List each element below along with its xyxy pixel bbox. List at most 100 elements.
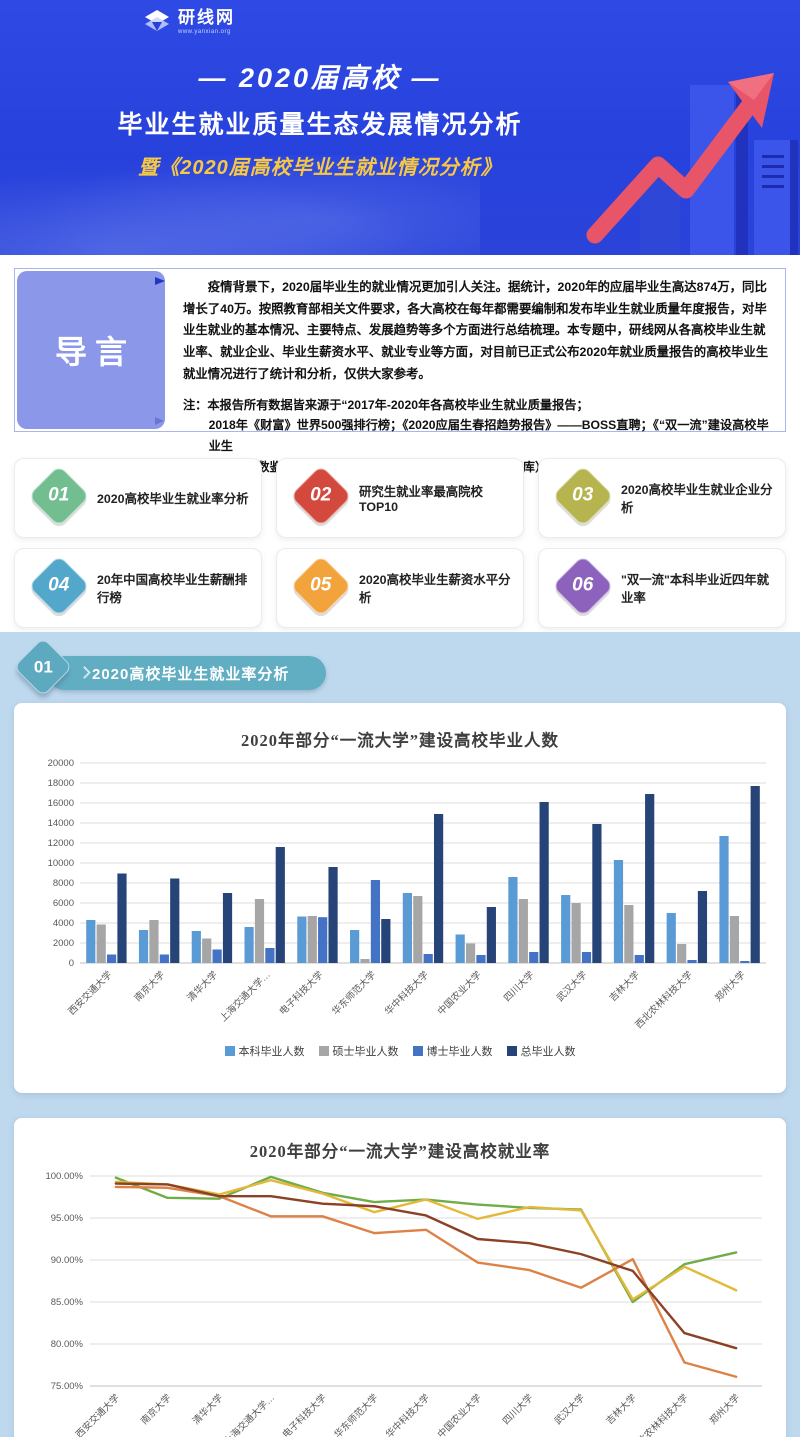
section-title-pill: 2020高校毕业生就业率分析 bbox=[48, 656, 326, 690]
bar-segment bbox=[634, 955, 644, 963]
x-axis-label: 西北农林科技大学 bbox=[633, 969, 695, 1031]
bar-segment bbox=[138, 930, 149, 963]
legend-swatch-icon bbox=[412, 1046, 423, 1056]
intro-section: 导言 疫情背景下，2020届毕业生的就业情况更加引人关注。据统计，2020年的应… bbox=[14, 268, 786, 474]
topic-label: 研究生就业率最高院校TOP10 bbox=[359, 485, 483, 514]
topic-label: 2020高校毕业生就业率分析 bbox=[97, 492, 249, 506]
hero-title-line3: 暨《2020届高校毕业生就业情况分析》 bbox=[138, 157, 502, 179]
hero-banner: 研线网 www.yanxian.org — 2020届高校 — 毕业生就业质量生… bbox=[0, 0, 800, 255]
legend-label: 本科毕业人数 bbox=[238, 1046, 305, 1058]
y-axis-tick-label: 95.00% bbox=[51, 1213, 84, 1224]
intro-note-line2: 2018年《财富》世界500强排行榜；《2020应届生春招趋势报告》——BOSS… bbox=[208, 418, 769, 453]
bar-segment bbox=[697, 891, 708, 963]
bar-segment bbox=[202, 938, 212, 963]
topic-card-04: 04 20年中国高校毕业生薪酬排行榜 bbox=[14, 548, 262, 628]
legend-swatch-icon bbox=[318, 1046, 329, 1056]
employment-rate-line-chart-card: 2020年部分“一流大学”建设高校就业率 75.00% 80.00% 85.00% 9… bbox=[14, 1118, 786, 1437]
topic-diamond-badge: 04 bbox=[27, 554, 91, 618]
topic-label: 20年中国高校毕业生薪酬排行榜 bbox=[97, 573, 248, 605]
x-axis-label: 清华大学 bbox=[185, 969, 220, 1004]
bar-segment bbox=[529, 952, 539, 963]
x-axis-label: 郑州大学 bbox=[712, 969, 747, 1004]
legend-item: 硕士毕业人数 bbox=[318, 1043, 399, 1059]
intro-ribbon: 导言 bbox=[17, 271, 165, 429]
bar-segment bbox=[360, 959, 370, 963]
bar-segment bbox=[297, 916, 307, 963]
y-axis-tick-label: 10000 bbox=[48, 858, 74, 869]
bar-segment bbox=[402, 893, 412, 963]
bar-segment bbox=[328, 867, 338, 963]
intro-label: 导言 bbox=[54, 334, 135, 370]
x-axis-label: 电子科技大学 bbox=[280, 1392, 329, 1437]
topic-card-06: 06 "双一流"本科毕业近四年就业率 bbox=[538, 548, 786, 628]
topic-label: 2020高校毕业生薪资水平分析 bbox=[359, 573, 511, 605]
x-axis-label: 中国农业大学 bbox=[435, 1392, 484, 1437]
topic-diamond-badge: 03 bbox=[551, 464, 615, 528]
bar-segment bbox=[740, 961, 750, 963]
x-axis-label: 华东师范大学 bbox=[330, 969, 379, 1018]
brand-logo: 研线网 www.yanxian.org bbox=[142, 8, 235, 36]
bar-segment bbox=[539, 802, 549, 963]
bar-segment bbox=[581, 952, 592, 963]
bar-segment bbox=[508, 877, 518, 963]
bar-segment bbox=[117, 873, 127, 963]
y-axis-tick-label: 90.00% bbox=[51, 1255, 84, 1266]
bar-segment bbox=[413, 896, 423, 963]
bar-segment bbox=[149, 920, 159, 963]
y-axis-tick-label: 6000 bbox=[53, 898, 74, 909]
bar-segment bbox=[275, 847, 285, 963]
bar-segment bbox=[645, 794, 655, 963]
x-axis-label: 武汉大学 bbox=[552, 1392, 587, 1427]
hero-titles: — 2020届高校 — 毕业生就业质量生态发展情况分析 暨《2020届高校毕业生… bbox=[0, 56, 640, 180]
bar-segment bbox=[571, 903, 581, 963]
hero-title-line1: — 2020届高校 — bbox=[198, 63, 442, 93]
y-axis-tick-label: 4000 bbox=[53, 918, 74, 929]
topic-card-grid: 01 2020高校毕业生就业率分析 02 研究生就业率最高院校TOP10 03 … bbox=[14, 458, 786, 628]
bar-segment bbox=[666, 913, 676, 963]
bar-segment bbox=[86, 920, 96, 963]
bar-chart-legend: 本科毕业人数 硕士毕业人数 博士毕业人数 总毕业人数 bbox=[224, 1043, 576, 1059]
y-axis-tick-label: 0 bbox=[69, 958, 74, 969]
bar-segment bbox=[307, 916, 317, 963]
bar-segment bbox=[244, 927, 254, 963]
x-axis-label: 华中科技大学 bbox=[383, 1392, 432, 1437]
bar-segment bbox=[191, 931, 201, 963]
topic-number: 01 bbox=[48, 484, 70, 506]
x-axis-label: 西安交通大学 bbox=[66, 969, 115, 1018]
x-axis-label: 四川大学 bbox=[500, 1392, 535, 1427]
topic-card-02: 02 研究生就业率最高院校TOP10 bbox=[276, 458, 524, 538]
bar-segment bbox=[476, 955, 486, 963]
bar-segment bbox=[687, 960, 697, 963]
intro-paragraph: 疫情背景下，2020届毕业生的就业情况更加引人关注。据统计，2020年的应届毕业… bbox=[183, 280, 769, 381]
bar-segment bbox=[212, 949, 222, 963]
bar-segment bbox=[465, 943, 476, 963]
x-axis-label: 西安交通大学 bbox=[73, 1392, 122, 1437]
topic-card-05: 05 2020高校毕业生薪资水平分析 bbox=[276, 548, 524, 628]
legend-label: 博士毕业人数 bbox=[426, 1046, 493, 1058]
x-axis-label: 上海交通大学… bbox=[217, 969, 273, 1025]
bar-segment bbox=[729, 916, 740, 963]
x-axis-label: 南京大学 bbox=[132, 969, 167, 1004]
y-axis-tick-label: 12000 bbox=[48, 838, 74, 849]
y-axis-tick-label: 2000 bbox=[53, 938, 74, 949]
chevron-right-icon bbox=[78, 666, 91, 679]
section-number: 01 bbox=[33, 656, 53, 676]
x-axis-label: 西北农林科技大学 bbox=[628, 1392, 690, 1437]
topic-diamond-badge: 06 bbox=[551, 554, 615, 618]
y-axis-tick-label: 100.00% bbox=[45, 1171, 83, 1182]
topic-number: 05 bbox=[310, 574, 332, 596]
bar-segment bbox=[455, 934, 465, 963]
bar-segment bbox=[677, 944, 687, 963]
y-axis-tick-label: 20000 bbox=[48, 758, 74, 769]
legend-swatch-icon bbox=[224, 1046, 235, 1056]
legend-label: 总毕业人数 bbox=[520, 1046, 576, 1058]
bar-chart-title: 2020年部分“一流大学”建设高校毕业人数 bbox=[241, 731, 559, 750]
x-axis-label: 中国农业大学 bbox=[435, 969, 484, 1018]
bar-segment bbox=[265, 948, 275, 963]
y-axis-tick-label: 14000 bbox=[48, 818, 74, 829]
section-title: 2020高校毕业生就业率分析 bbox=[92, 665, 290, 683]
graduates-bar-chart-card: 2020年部分“一流大学”建设高校毕业人数 0 2000 4000 6000 8000 1… bbox=[14, 703, 786, 1093]
y-axis-tick-label: 75.00% bbox=[51, 1381, 84, 1392]
logo-url-text: www.yanxian.org bbox=[178, 29, 231, 35]
